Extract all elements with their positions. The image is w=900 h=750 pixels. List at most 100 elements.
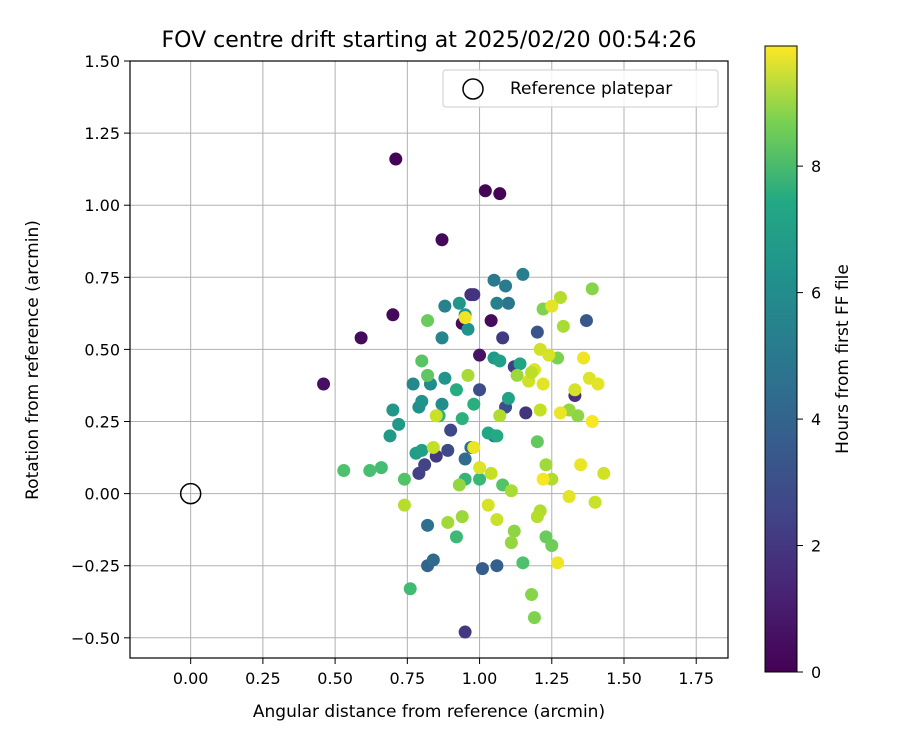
data-point [438,299,452,313]
data-point [493,354,507,368]
data-point [467,440,481,454]
colorbar-label: Hours from first FF file [833,264,853,454]
data-point [504,484,518,498]
data-point [533,403,547,417]
data-point [490,429,504,443]
data-point [516,556,530,570]
data-point [363,464,377,478]
legend-box [442,69,719,108]
chart-title: FOV centre drift starting at 2025/02/20 … [162,28,697,53]
data-point [452,296,466,310]
data-point [429,409,443,423]
data-point [527,611,541,625]
data-point [467,288,481,302]
data-point [458,311,472,325]
data-point [562,489,576,503]
data-point [501,296,515,310]
data-point [490,513,504,527]
y-axis-ticks: −0.50 −0.25 0.00 0.25 0.50 0.75 1.00 1.25 1.50 [71,52,130,648]
data-point [441,443,455,457]
data-point [484,314,498,328]
data-point [461,368,475,382]
x-axis-ticks: 0.00 0.25 0.50 0.75 1.00 1.25 1.50 1.75 [173,658,714,688]
colorbar-tick-label: 4 [811,410,821,429]
data-point [435,233,449,247]
x-tick-label: 0.50 [317,669,353,688]
x-tick-label: 0.25 [245,669,281,688]
data-point [591,377,605,391]
y-axis-label: Rotation from reference (arcmin) [23,220,43,500]
data-point [545,539,559,553]
data-point [556,319,570,333]
data-point [539,458,553,472]
data-point [490,296,504,310]
data-point [478,184,492,198]
data-point [374,461,388,475]
legend: Reference platepar [442,69,719,108]
data-point [516,267,530,281]
x-tick-label: 1.25 [534,669,570,688]
data-point [504,536,518,550]
data-point [397,498,411,512]
y-tick-label: 1.00 [84,196,120,215]
data-point [426,440,440,454]
data-point [530,435,544,449]
colorbar-ticks: 0 2 4 6 8 [797,157,821,682]
data-point [441,515,455,529]
y-tick-label: 1.50 [84,52,120,71]
data-point [461,322,475,336]
data-point [317,377,331,391]
data-point [354,331,368,345]
data-point [337,464,351,478]
data-point [551,556,565,570]
data-point [421,314,435,328]
data-point [452,478,466,492]
data-point [475,562,489,576]
data-point [542,348,556,362]
data-point [473,461,487,475]
data-point [386,403,400,417]
colorbar-tick-label: 2 [811,537,821,556]
y-tick-label: 0.00 [84,485,120,504]
data-point [389,152,403,166]
data-point [473,472,487,486]
data-point [383,429,397,443]
data-point [406,377,420,391]
colorbar-tick-label: 8 [811,157,821,176]
data-point [444,423,458,437]
data-point [458,452,472,466]
data-point [435,397,449,411]
data-point [545,299,559,313]
x-tick-label: 1.00 [462,669,498,688]
y-tick-label: 0.50 [84,340,120,359]
data-point [553,406,567,420]
data-point [510,368,524,382]
y-tick-label: 0.25 [84,413,120,432]
data-point [568,383,582,397]
data-point [577,351,591,365]
data-point [579,314,593,328]
data-point [449,383,463,397]
data-point [473,383,487,397]
y-tick-label: 1.25 [84,124,120,143]
x-axis-label: Angular distance from reference (arcmin) [253,702,605,722]
data-point [585,282,599,296]
data-point [525,365,539,379]
data-point [493,409,507,423]
colorbar-tick-label: 0 [811,663,821,682]
data-point [519,406,533,420]
data-point [421,368,435,382]
data-point [574,458,588,472]
data-point [507,524,521,538]
x-tick-label: 0.00 [173,669,209,688]
data-point [588,495,602,509]
plot-area-frame [129,60,729,659]
legend-label-reference: Reference platepar [510,79,672,99]
data-point [553,290,567,304]
data-point [415,443,429,457]
legend-marker-reference [462,78,484,100]
data-point [438,371,452,385]
data-point [513,357,527,371]
reference-platepar-marker [179,482,202,505]
